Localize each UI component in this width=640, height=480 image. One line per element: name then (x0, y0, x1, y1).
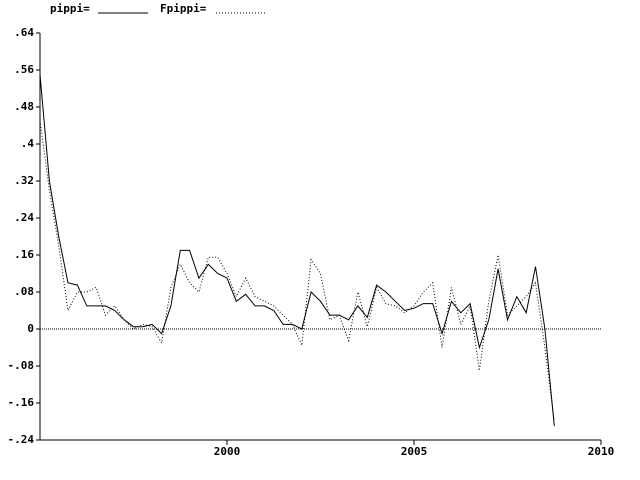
legend-label: Fpippi= (160, 2, 207, 15)
series-line (39, 74, 555, 427)
y-tick-label: .64 (14, 26, 34, 39)
y-tick-label: .48 (14, 100, 34, 113)
y-tick-label: .4 (21, 137, 35, 150)
y-tick-label: -.08 (8, 359, 35, 372)
y-tick-label: .24 (14, 211, 34, 224)
x-tick-label: 2005 (401, 445, 428, 458)
y-tick-label: .16 (14, 248, 34, 261)
y-tick-label: .56 (14, 63, 34, 76)
legend-label: pippi= (50, 2, 90, 15)
x-tick-label: 2010 (588, 445, 615, 458)
x-tick-label: 2000 (214, 445, 241, 458)
y-tick-label: -.24 (8, 433, 35, 446)
y-tick-label: .08 (14, 285, 34, 298)
y-tick-label: .32 (14, 174, 34, 187)
y-tick-label: -.16 (8, 396, 35, 409)
y-tick-label: 0 (27, 322, 34, 335)
